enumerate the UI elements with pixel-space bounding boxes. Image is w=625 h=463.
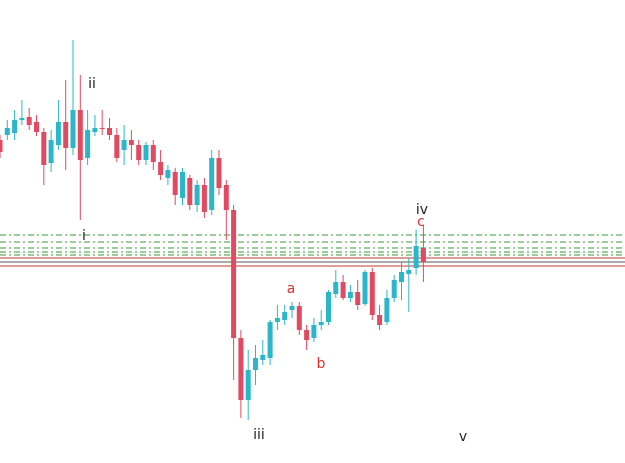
candle-body [362,272,368,304]
candle-body [4,128,10,135]
candle-body [340,282,346,298]
candle-body [121,140,127,150]
candle-body [333,282,339,294]
candle-body [231,210,237,338]
candles [0,40,426,420]
candle-body [245,370,251,400]
wave-label: b [317,356,326,372]
candle-body [34,122,39,132]
candle-body [267,322,273,358]
candle-body [420,248,426,262]
candle-body [282,312,288,320]
candle-body [63,122,69,148]
candle-body [391,280,397,298]
candle-body [201,185,207,212]
wave-label: iv [416,202,428,218]
candle-body [0,140,3,152]
candle-body [238,338,244,400]
candle-body [311,325,317,338]
candle-body [165,170,171,178]
candle-body [85,130,91,158]
candle-body [253,358,258,370]
candle-body [194,185,200,205]
candle-body [399,272,404,282]
candle-body [180,172,185,198]
candle-body [216,158,222,188]
candle-body [289,306,295,310]
levels [0,234,625,267]
candle-body [26,117,32,125]
annotations: ii i iii iv c a b v [82,76,467,445]
wave-label: ii [88,76,96,92]
candle-body [347,292,353,298]
candle-body [304,330,310,340]
wave-label: iii [253,427,265,443]
candle-body [77,110,83,160]
candle-body [209,158,215,210]
candle-body [99,128,105,129]
candle-body [377,315,383,325]
candle-body [158,162,164,175]
candle-body [19,118,25,120]
wave-label: a [287,281,296,297]
wave-label: v [459,429,467,445]
candle-body [274,318,280,322]
candle-body [12,120,18,133]
candle-body [369,272,375,315]
candle-body [107,128,112,135]
candle-body [260,355,266,360]
candle-body [223,185,229,210]
candle-body [136,145,142,160]
candle-body [114,135,120,158]
candle-body [413,246,419,268]
candle-body [70,110,76,148]
candle-body [172,172,178,195]
wave-label: c [417,214,425,230]
candle-body [92,128,98,132]
candle-body [48,140,54,163]
candle-body [55,122,61,145]
candle-body [41,132,47,165]
candle-body [406,270,412,274]
candle-body [296,306,302,330]
candle-body [355,292,361,305]
candle-body [318,322,324,325]
candle-body [128,140,134,145]
candle-body [187,178,193,205]
candle-body [143,145,149,160]
candle-body [150,145,156,162]
candle-body [326,292,331,322]
candle-body [384,298,390,322]
wave-label: i [82,228,86,244]
